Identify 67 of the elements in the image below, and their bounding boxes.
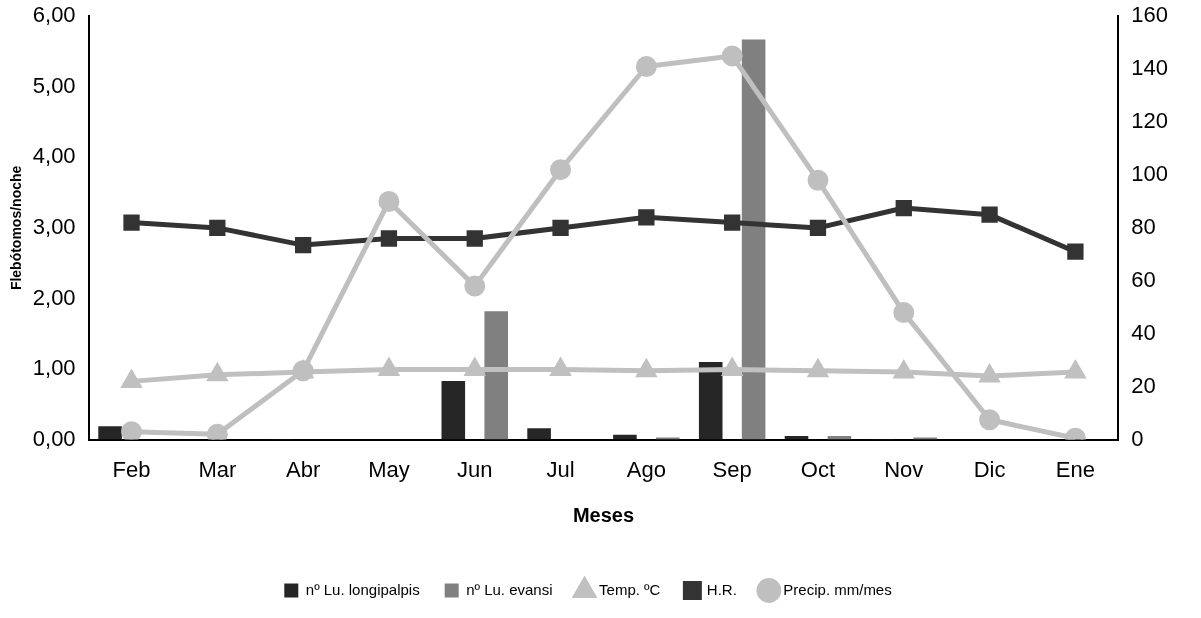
y2-tick-label: 160: [1131, 2, 1169, 28]
point: [123, 214, 140, 231]
x-tick-label: Jul: [546, 456, 575, 482]
x-tick-label: Ene: [1055, 456, 1095, 482]
y2-tick-label: 0: [1131, 425, 1144, 451]
x-tick-label: Dic: [973, 456, 1006, 482]
x-tick-label: Nov: [884, 456, 924, 482]
point: [378, 190, 400, 212]
y-tick-label: 4,00: [32, 143, 76, 169]
point: [209, 219, 226, 237]
x-tick-label: Ago: [626, 456, 666, 482]
legend-label: nº Lu. evansi: [466, 580, 553, 598]
legend-label: Precip. mm/mes: [783, 580, 892, 598]
bar: [698, 361, 723, 440]
x-tick-label: Oct: [800, 456, 836, 482]
point: [724, 214, 741, 231]
y-tick-label: 3,00: [32, 213, 76, 239]
y-axis-title: Flebótomos/noche: [8, 165, 25, 291]
x-tick-label: Sep: [712, 456, 752, 482]
point: [807, 169, 829, 191]
legend-label: Temp. ºC: [599, 580, 661, 598]
bar: [484, 311, 508, 440]
bar: [98, 426, 122, 440]
bar: [741, 39, 766, 440]
x-tick-label: Mar: [198, 456, 237, 482]
point: [895, 199, 912, 217]
y2-tick-label: 60: [1131, 266, 1156, 292]
point: [120, 368, 143, 388]
y-tick-label: 1,00: [32, 355, 76, 381]
y2-tick-label: 120: [1131, 108, 1169, 134]
x-axis-title: Meses: [572, 503, 635, 526]
bar: [441, 381, 466, 440]
point: [978, 363, 1001, 383]
point: [463, 356, 486, 376]
point: [981, 206, 998, 223]
y2-tick-label: 20: [1131, 372, 1156, 398]
point: [294, 236, 312, 254]
y-tick-label: 5,00: [32, 72, 76, 98]
x-tick-label: Abr: [286, 456, 321, 482]
legend-label: H.R.: [706, 580, 737, 598]
y-tick-label: 6,00: [32, 2, 76, 28]
y-tick-label: 0,00: [32, 425, 76, 451]
point: [892, 359, 915, 379]
y2-tick-label: 40: [1131, 319, 1156, 345]
point: [380, 230, 398, 247]
legend-label: nº Lu. longipalpis: [305, 580, 420, 598]
point: [549, 356, 572, 376]
point: [464, 275, 486, 297]
y2-tick-label: 140: [1131, 55, 1169, 81]
point: [1064, 359, 1087, 379]
y2-tick-label: 100: [1131, 161, 1169, 187]
x-tick-label: Jun: [457, 456, 493, 482]
bar: [913, 437, 938, 440]
point: [638, 209, 655, 226]
point: [552, 219, 569, 237]
point: [466, 230, 483, 247]
y2-tick-label: 80: [1131, 213, 1156, 239]
point: [550, 159, 572, 181]
point: [378, 356, 400, 376]
bar: [527, 428, 551, 440]
point: [721, 356, 744, 376]
point: [809, 219, 827, 237]
x-tick-label: May: [368, 456, 410, 482]
point: [1067, 243, 1084, 260]
bar: [656, 437, 680, 440]
y-tick-label: 2,00: [32, 284, 76, 310]
x-tick-label: Feb: [112, 456, 151, 482]
